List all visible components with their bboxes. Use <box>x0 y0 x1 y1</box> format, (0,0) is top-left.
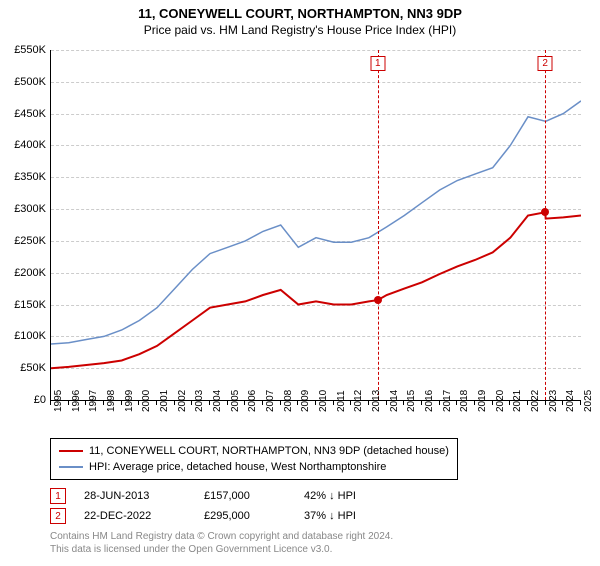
xtick-label: 1996 <box>71 390 82 412</box>
ytick-label: £400K <box>14 139 46 151</box>
xtick-label: 2025 <box>583 390 594 412</box>
xtick-label: 2001 <box>159 390 170 412</box>
legend: 11, CONEYWELL COURT, NORTHAMPTON, NN3 9D… <box>50 438 458 480</box>
legend-swatch <box>59 450 83 452</box>
xtick-label: 1995 <box>53 390 64 412</box>
ytick-label: £450K <box>14 108 46 120</box>
ytick-label: £50K <box>20 362 46 374</box>
sale-box-icon: 1 <box>370 56 385 71</box>
xtick-label: 2004 <box>212 390 223 412</box>
sale-vline <box>545 50 546 400</box>
chart-title: 11, CONEYWELL COURT, NORTHAMPTON, NN3 9D… <box>0 6 600 21</box>
footer: Contains HM Land Registry data © Crown c… <box>50 530 393 556</box>
xtick-label: 2018 <box>459 390 470 412</box>
sale-pct: 42% ↓ HPI <box>304 490 424 502</box>
sale-marker-icon: 1 <box>50 488 66 504</box>
sale-pct: 37% ↓ HPI <box>304 510 424 522</box>
sales-table: 1 28-JUN-2013 £157,000 42% ↓ HPI 2 22-DE… <box>50 486 424 526</box>
series-hpi <box>51 101 581 344</box>
xtick-label: 2021 <box>512 390 523 412</box>
ytick-label: £300K <box>14 203 46 215</box>
sale-date: 28-JUN-2013 <box>84 490 204 502</box>
xtick-label: 2016 <box>424 390 435 412</box>
xtick-label: 2014 <box>389 390 400 412</box>
series-price_paid <box>51 212 581 368</box>
chart-plot-area: 12 <box>50 50 581 401</box>
sale-box-icon: 2 <box>538 56 553 71</box>
footer-line: Contains HM Land Registry data © Crown c… <box>50 530 393 543</box>
ytick-label: £500K <box>14 76 46 88</box>
legend-swatch <box>59 466 83 468</box>
xtick-label: 2003 <box>194 390 205 412</box>
xtick-label: 2005 <box>230 390 241 412</box>
ytick-label: £200K <box>14 267 46 279</box>
xtick-label: 2000 <box>141 390 152 412</box>
sale-dot-icon <box>541 208 549 216</box>
legend-item-hpi: HPI: Average price, detached house, West… <box>59 459 449 475</box>
xtick-label: 2020 <box>495 390 506 412</box>
xtick-label: 2024 <box>565 390 576 412</box>
xtick-label: 1998 <box>106 390 117 412</box>
xtick-label: 2009 <box>300 390 311 412</box>
sale-price: £157,000 <box>204 490 304 502</box>
ytick-label: £550K <box>14 44 46 56</box>
xtick-label: 2006 <box>247 390 258 412</box>
legend-item-price-paid: 11, CONEYWELL COURT, NORTHAMPTON, NN3 9D… <box>59 443 449 459</box>
xtick-label: 1997 <box>88 390 99 412</box>
ytick-label: £150K <box>14 299 46 311</box>
xtick-label: 2015 <box>406 390 417 412</box>
xtick-label: 2007 <box>265 390 276 412</box>
xtick-label: 2022 <box>530 390 541 412</box>
xtick-label: 2002 <box>177 390 188 412</box>
ytick-label: £350K <box>14 171 46 183</box>
xtick-label: 2011 <box>336 390 347 412</box>
sale-marker-icon: 2 <box>50 508 66 524</box>
xtick-label: 2023 <box>548 390 559 412</box>
footer-line: This data is licensed under the Open Gov… <box>50 543 393 556</box>
ytick-label: £100K <box>14 330 46 342</box>
xtick-label: 1999 <box>124 390 135 412</box>
xtick-label: 2010 <box>318 390 329 412</box>
sale-price: £295,000 <box>204 510 304 522</box>
xtick-label: 2017 <box>442 390 453 412</box>
sale-dot-icon <box>374 296 382 304</box>
sale-row: 1 28-JUN-2013 £157,000 42% ↓ HPI <box>50 486 424 506</box>
chart-lines-svg <box>51 50 581 400</box>
chart-subtitle: Price paid vs. HM Land Registry's House … <box>0 23 600 37</box>
xtick-label: 2013 <box>371 390 382 412</box>
xtick-label: 2019 <box>477 390 488 412</box>
xtick-label: 2012 <box>353 390 364 412</box>
legend-label: 11, CONEYWELL COURT, NORTHAMPTON, NN3 9D… <box>89 445 449 457</box>
sale-date: 22-DEC-2022 <box>84 510 204 522</box>
sale-vline <box>378 50 379 400</box>
legend-label: HPI: Average price, detached house, West… <box>89 461 386 473</box>
xtick-label: 2008 <box>283 390 294 412</box>
ytick-label: £250K <box>14 235 46 247</box>
ytick-label: £0 <box>34 394 46 406</box>
sale-row: 2 22-DEC-2022 £295,000 37% ↓ HPI <box>50 506 424 526</box>
